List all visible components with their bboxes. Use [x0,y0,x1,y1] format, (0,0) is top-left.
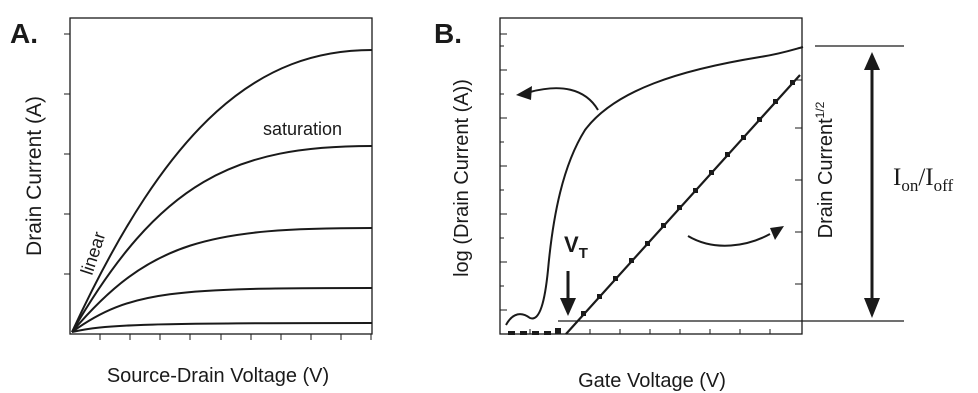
curved-arrow-right-icon [687,226,784,247]
panel-b-plot-frame [499,17,803,335]
output-curve-1 [71,49,373,333]
on-off-ratio-double-arrow-icon [864,52,880,318]
linear-label: linear [77,229,110,277]
panel-a-y-ticks [64,33,70,275]
threshold-arrow-icon [560,271,576,316]
panel-a: A. linear saturation Drain Current (A) S… [10,17,373,387]
panel-b-left-ticks [500,33,507,311]
panel-a-curves [71,49,373,333]
output-curve-2 [71,145,373,333]
panel-b-x-ticks [529,329,771,334]
panel-b-right-y-label: Drain Current1/2 [813,101,837,238]
panel-a-letter: A. [10,18,38,49]
panel-a-x-ticks [99,334,372,340]
panel-a-y-label: Drain Current (A) [23,96,46,256]
saturation-label: saturation [263,119,342,139]
curved-arrow-left-icon [516,86,599,111]
output-curve-5 [71,322,373,333]
panel-b: B. [434,17,953,392]
off-current-dashes [508,328,561,335]
output-curve-3 [71,227,373,333]
sqrt-line-markers [581,80,795,316]
threshold-voltage-label: VT [564,232,588,262]
output-curve-4 [71,287,373,333]
panel-b-x-label: Gate Voltage (V) [578,370,726,392]
panel-b-left-y-label: log (Drain Current (A)) [451,79,473,277]
panel-b-right-ticks [795,79,802,285]
panel-b-letter: B. [434,18,462,49]
on-off-ratio-label: Ion/Ioff [893,164,953,195]
panel-a-x-label: Source-Drain Voltage (V) [107,365,329,387]
log-transfer-curve [505,46,804,326]
